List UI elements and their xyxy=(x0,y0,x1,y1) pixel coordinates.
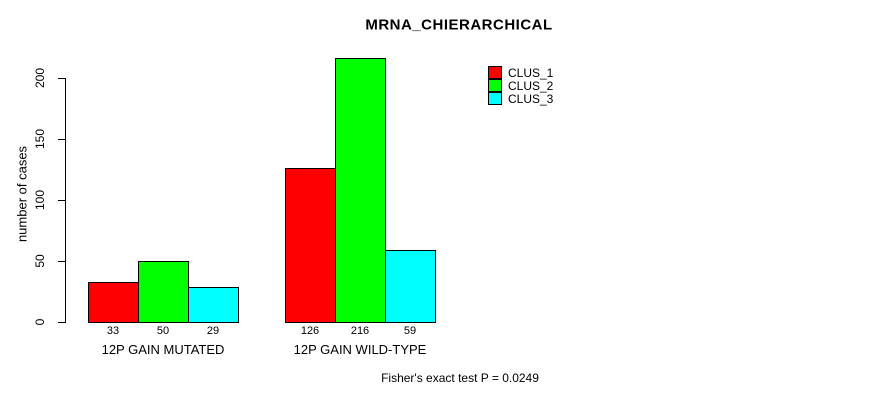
bar-clus_1-1 xyxy=(88,282,139,323)
y-tick-label: 200 xyxy=(33,67,47,89)
legend-item-clus_1: CLUS_1 xyxy=(488,65,554,80)
bar-value-label: 29 xyxy=(206,325,220,337)
y-tick xyxy=(58,200,65,201)
legend-swatch-icon xyxy=(488,92,502,105)
legend-label: CLUS_1 xyxy=(508,65,554,80)
legend-swatch-icon xyxy=(488,66,502,79)
y-tick-label: 100 xyxy=(33,189,47,211)
y-tick xyxy=(58,78,65,79)
bar-value-label: 50 xyxy=(156,325,170,337)
legend-item-clus_3: CLUS_3 xyxy=(488,91,554,106)
y-axis-label: number of cases xyxy=(14,145,30,243)
y-tick xyxy=(58,322,65,323)
y-axis-line xyxy=(65,78,66,323)
y-tick-label: 150 xyxy=(33,128,47,150)
legend-label: CLUS_3 xyxy=(508,91,554,106)
y-tick xyxy=(58,139,65,140)
category-label: 12P GAIN WILD-TYPE xyxy=(293,342,427,357)
bar-value-label: 59 xyxy=(403,325,417,337)
bar-value-label: 216 xyxy=(350,325,370,337)
legend-swatch-icon xyxy=(488,79,502,92)
y-tick-label: 50 xyxy=(33,254,47,268)
legend: CLUS_1 CLUS_2 CLUS_3 xyxy=(488,65,554,106)
y-tick-label: 0 xyxy=(33,318,47,326)
chart-title: MRNA_CHIERARCHICAL xyxy=(365,16,553,34)
legend-item-clus_2: CLUS_2 xyxy=(488,78,554,93)
bar-value-label: 126 xyxy=(300,325,320,337)
bar-clus_1-2 xyxy=(285,168,336,323)
legend-label: CLUS_2 xyxy=(508,78,554,93)
y-tick xyxy=(58,261,65,262)
category-label: 12P GAIN MUTATED xyxy=(101,342,225,357)
bar-clus_2-1 xyxy=(138,261,189,323)
bar-clus_3-1 xyxy=(188,287,239,323)
bar-clus_2-2 xyxy=(335,58,386,323)
bar-clus_3-2 xyxy=(385,250,436,323)
bar-value-label: 33 xyxy=(106,325,120,337)
annotation-fishers-test: Fisher's exact test P = 0.0249 xyxy=(381,371,539,385)
